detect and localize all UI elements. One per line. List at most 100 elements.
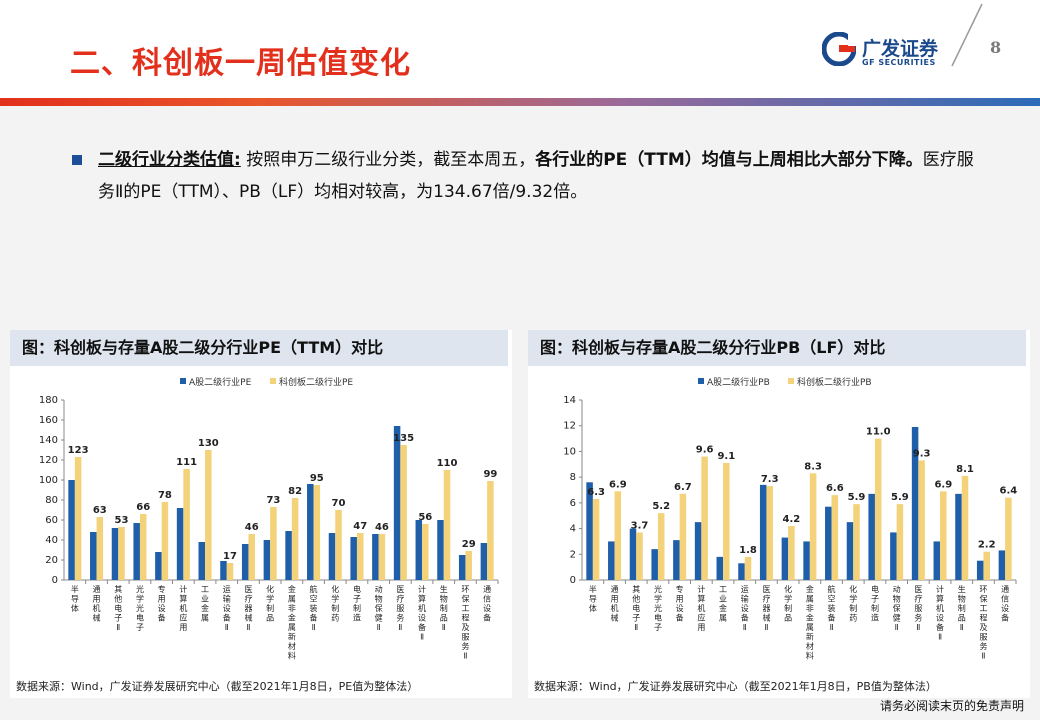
bar-series-a — [825, 506, 832, 580]
data-label: 11.0 — [866, 427, 891, 438]
y-tick-label: 20 — [45, 555, 58, 566]
data-label: 6.6 — [826, 483, 844, 494]
bar-series-a — [846, 522, 854, 580]
data-label: 56 — [418, 512, 432, 523]
bar-series-b — [335, 510, 342, 580]
pb-chart-source: 数据来源：Wind，广发证券发展研究中心（截至2021年1月8日，PB值为整体法… — [534, 680, 937, 693]
y-tick-label: 180 — [39, 395, 58, 406]
pe-chart-panel: 图：科创板与存量A股二级分行业PE（TTM）对比 A股二级行业PE 科创板二级行业… — [10, 330, 512, 698]
x-tick-label: 医疗服务 Ⅱ — [396, 585, 404, 632]
bar-series-a — [372, 534, 379, 580]
bar-series-b — [74, 457, 82, 580]
bar-series-a — [868, 493, 875, 580]
y-tick-label: 12 — [563, 421, 576, 432]
gf-logo-icon — [822, 32, 856, 66]
bar-series-a — [998, 550, 1006, 580]
data-label: 6.4 — [1000, 486, 1018, 497]
x-tick-label: 生物制品 Ⅱ — [440, 584, 448, 632]
data-label: 8.1 — [956, 464, 974, 475]
bar-series-b — [118, 527, 125, 580]
bar-series-a — [911, 427, 919, 580]
x-tick-label: 其他电子 Ⅱ — [632, 585, 640, 632]
data-label: 9.1 — [717, 451, 735, 462]
x-tick-label: 光学光电子 — [654, 584, 662, 632]
bar-series-a — [803, 541, 810, 580]
x-tick-label: 运输设备 Ⅱ — [741, 585, 749, 632]
bar-series-b — [788, 526, 795, 580]
data-label: 110 — [437, 458, 458, 469]
bar-series-a — [955, 493, 962, 580]
data-label: 6.9 — [609, 479, 627, 490]
bar-series-a — [437, 520, 444, 580]
x-tick-label: 医疗器械 Ⅱ — [244, 585, 252, 632]
bar-series-b — [679, 493, 687, 580]
data-label: 9.6 — [696, 445, 714, 456]
x-tick-label: 化学制药 — [849, 584, 857, 623]
bar-series-a — [759, 484, 767, 580]
x-tick-label: 化学制药 — [331, 584, 339, 623]
bar-series-a — [133, 523, 140, 580]
data-label: 111 — [176, 457, 197, 468]
bar-series-a — [933, 541, 941, 580]
bar-series-b — [96, 517, 104, 580]
bar-series-b — [291, 498, 299, 580]
bar-series-b — [248, 534, 255, 580]
x-tick-label: 化学制品 — [784, 584, 792, 623]
x-tick-label: 计算机设备 Ⅱ — [418, 584, 426, 642]
x-tick-label: 生物制品 Ⅱ — [958, 584, 966, 632]
pb-chart-title: 图：科创板与存量A股二级分行业PB（LF）对比 — [528, 330, 1026, 366]
x-tick-label: 工业金属 — [719, 585, 727, 623]
data-label: 73 — [266, 495, 280, 506]
bar-series-b — [766, 486, 773, 580]
bar-series-a — [976, 560, 984, 580]
bar-series-b — [139, 514, 147, 580]
x-tick-label: 计算机设备 Ⅱ — [936, 584, 944, 642]
x-tick-label: 环保工程及服务 Ⅱ — [979, 585, 987, 661]
bar-series-a — [263, 540, 271, 580]
x-tick-label: 通用机械 — [611, 584, 619, 623]
x-tick-label: 动物保健 Ⅱ — [893, 584, 901, 632]
bar-series-a — [716, 556, 724, 580]
data-label: 66 — [136, 502, 150, 513]
bar-series-b — [853, 504, 860, 580]
bar-series-b — [400, 445, 407, 580]
data-label: 9.3 — [913, 448, 931, 459]
bar-series-b — [422, 524, 429, 580]
bar-series-a — [328, 533, 336, 580]
legend-label-series-a: A股二级行业PE — [189, 376, 252, 388]
data-label: 63 — [93, 505, 107, 516]
x-tick-label: 运输设备 Ⅱ — [223, 585, 231, 632]
bar-series-b — [487, 481, 494, 580]
data-label: 6.7 — [674, 482, 692, 493]
bar-series-b — [657, 513, 665, 580]
data-label: 29 — [462, 539, 476, 550]
x-tick-label: 金属非金属新材料 — [806, 584, 814, 661]
bar-series-b — [1005, 497, 1012, 580]
y-tick-label: 40 — [45, 535, 58, 546]
bar-series-a — [111, 528, 119, 580]
x-tick-label: 航空装备 Ⅱ — [828, 584, 836, 632]
bar-series-a — [90, 532, 97, 580]
pb-chart-panel: 图：科创板与存量A股二级分行业PB（LF）对比 A股二级行业PB 科创板二级行业P… — [528, 330, 1030, 698]
legend-swatch-series-b — [788, 378, 794, 384]
y-tick-label: 160 — [39, 415, 58, 426]
x-tick-label: 计算机应用 — [179, 584, 187, 632]
summary-label: 二级行业分类估值: — [98, 150, 241, 170]
bar-series-a — [890, 532, 897, 580]
bar-series-a — [651, 549, 658, 580]
bar-series-b — [636, 532, 643, 580]
data-label: 135 — [393, 433, 414, 444]
bar-series-b — [896, 504, 904, 580]
summary-text-2: 医疗服务Ⅱ的PE（TTM）、PB（LF）均相对较高，为134.67倍/9.32倍… — [98, 150, 974, 202]
bullet-square-icon — [72, 155, 82, 165]
x-tick-label: 其他电子 Ⅱ — [114, 585, 122, 632]
data-label: 6.9 — [934, 479, 952, 490]
x-tick-label: 金属非金属新材料 — [288, 584, 296, 661]
bar-series-a — [198, 542, 206, 580]
bar-series-b — [226, 563, 234, 580]
pe-chart-title: 图：科创板与存量A股二级分行业PE（TTM）对比 — [10, 330, 508, 366]
y-tick-label: 2 — [570, 549, 576, 560]
legend-swatch-series-a — [180, 378, 186, 384]
bar-series-a — [155, 552, 162, 580]
page-title: 二、科创板一周估值变化 — [70, 46, 411, 81]
